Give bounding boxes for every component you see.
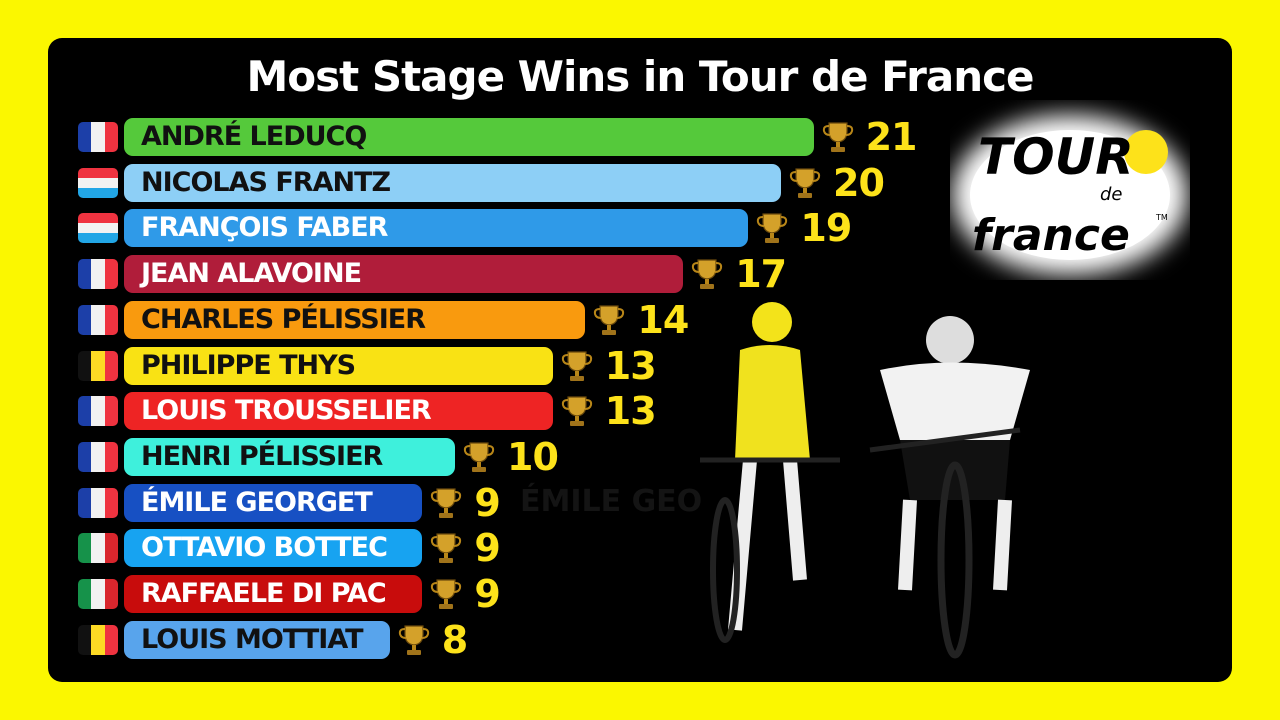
bar-value: 8	[441, 617, 468, 662]
bar-label: FRANÇOIS FABER	[141, 212, 388, 244]
bar: LOUIS MOTTIAT	[124, 620, 390, 659]
trophy-icon	[594, 305, 625, 335]
chart-title: Most Stage Wins in Tour de France	[246, 52, 1034, 101]
bar-value: 9	[474, 526, 500, 571]
cyclist-white-jersey	[869, 316, 1030, 659]
bar-label: NICOLAS FRANTZ	[141, 166, 391, 198]
trophy-icon	[692, 259, 723, 290]
trophy-icon	[789, 168, 821, 198]
bar: HENRI PÉLISSIER	[124, 437, 455, 476]
bar-value: 9	[474, 572, 500, 616]
bar-label: ANDRÉ LEDUCQ	[141, 121, 367, 152]
bar-label: RAFFAELE DI PAC	[141, 578, 387, 609]
flag-icon	[78, 624, 118, 655]
bar: CHARLES PÉLISSIER	[124, 300, 586, 339]
svg-text:de: de	[1100, 184, 1123, 205]
flag-icon	[78, 167, 118, 198]
bar-label: ÉMILE GEORGET	[141, 486, 373, 518]
trophy-icon	[561, 350, 592, 381]
svg-text:TM: TM	[1155, 213, 1168, 222]
flag-icon	[78, 350, 118, 381]
bar-label: LOUIS TROUSSELIER	[141, 395, 432, 427]
flag-icon	[78, 396, 118, 427]
bar-value: 20	[833, 160, 885, 205]
bar: ÉMILE GEORGET	[124, 483, 423, 522]
flag-icon	[78, 533, 118, 564]
tour-de-france-logo: TOUR de france TM	[952, 115, 1188, 275]
svg-text:france: france	[972, 210, 1130, 261]
flag-icon	[78, 122, 118, 152]
bar-label: OTTAVIO BOTTEC	[141, 532, 388, 564]
trophy-icon	[822, 122, 853, 152]
bar-value: 17	[735, 252, 787, 297]
bar: OTTAVIO BOTTEC	[124, 529, 423, 568]
cyclists-image	[700, 302, 1030, 659]
bar: LOUIS TROUSSELIER	[124, 392, 553, 431]
bar-value: 19	[800, 206, 852, 251]
trophy-icon	[561, 396, 592, 427]
bar: FRANÇOIS FABER	[124, 209, 749, 248]
bar-label: CHARLES PÉLISSIER	[141, 303, 426, 335]
bar-label: LOUIS MOTTIAT	[141, 623, 364, 655]
bar-value: 13	[604, 389, 657, 434]
trophy-icon	[463, 442, 495, 472]
bar: ANDRÉ LEDUCQ	[124, 118, 814, 156]
trophy-icon	[431, 487, 462, 518]
flag-icon	[78, 213, 118, 244]
trophy-icon	[757, 213, 788, 244]
flag-icon	[78, 441, 118, 472]
svg-text:TOUR: TOUR	[978, 128, 1134, 186]
bar: JEAN ALAVOINE	[124, 255, 684, 294]
bar: PHILIPPE THYS	[124, 346, 553, 385]
bar: NICOLAS FRANTZ	[124, 163, 781, 202]
trophy-icon	[398, 625, 429, 655]
bar-value: 21	[865, 115, 918, 159]
bar-value: 10	[507, 434, 559, 479]
bar-label: JEAN ALAVOINE	[141, 258, 362, 290]
ghost-label: ÉMILE GEO	[520, 484, 703, 519]
bar-label: HENRI PÉLISSIER	[141, 440, 383, 472]
cyclist-yellow-jersey	[700, 302, 840, 643]
bar-value: 14	[637, 297, 689, 342]
flag-icon	[78, 304, 118, 335]
flag-icon	[78, 259, 118, 290]
bar-label: PHILIPPE THYS	[141, 349, 356, 381]
trophy-icon	[431, 579, 462, 609]
bar-value: 9	[474, 480, 500, 525]
flag-icon	[78, 487, 118, 518]
bar-value: 13	[604, 343, 657, 388]
trophy-icon	[431, 533, 462, 564]
bar: RAFFAELE DI PAC	[124, 575, 423, 613]
flag-icon	[78, 579, 118, 609]
